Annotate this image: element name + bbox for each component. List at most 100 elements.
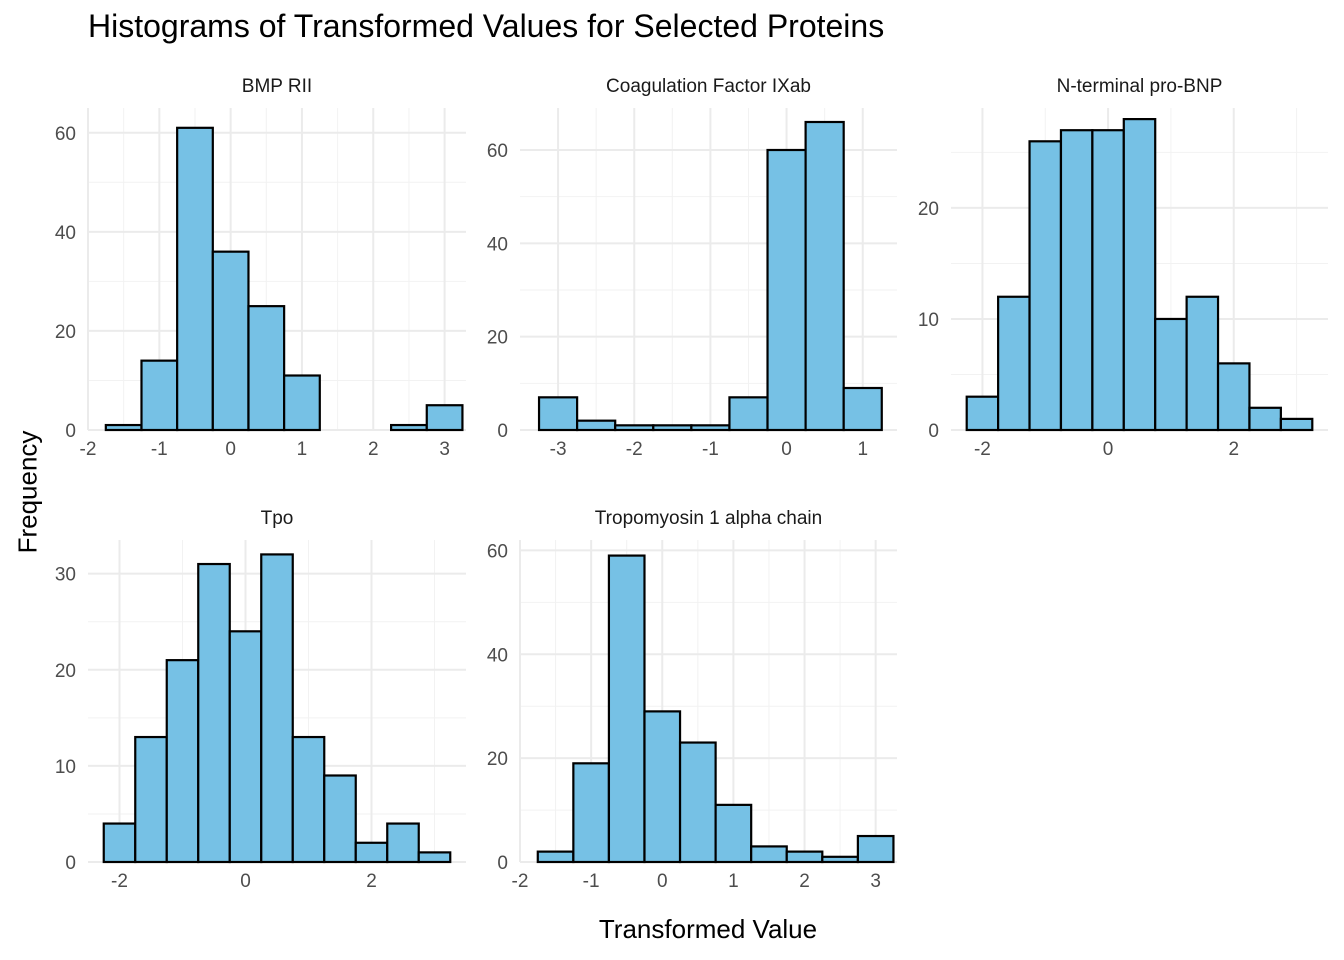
histogram-bar bbox=[572, 762, 611, 864]
histogram-bar bbox=[197, 562, 231, 864]
y-tick-label: 40 bbox=[55, 223, 76, 244]
histogram-bar bbox=[1122, 118, 1157, 432]
histogram-bar bbox=[417, 851, 452, 864]
y-tick-label: 10 bbox=[918, 310, 939, 331]
x-tick-label: -1 bbox=[583, 871, 600, 892]
histogram-bar bbox=[1091, 129, 1125, 432]
facet-title: Tropomyosin 1 alpha chain bbox=[595, 508, 822, 529]
histogram-bar bbox=[1279, 417, 1314, 432]
y-tick-label: 40 bbox=[487, 234, 508, 255]
y-tick-label: 10 bbox=[55, 757, 76, 778]
histogram-bar bbox=[690, 424, 731, 432]
x-tick-label: 3 bbox=[439, 439, 450, 460]
facet-title: Tpo bbox=[261, 508, 294, 529]
facet-panel: BMP RII -2 -1 0 1 2 3 0 20 40 60 bbox=[55, 76, 466, 460]
histogram-bar bbox=[785, 850, 824, 864]
histogram-bar bbox=[386, 822, 420, 864]
y-tick-label: 20 bbox=[487, 749, 508, 770]
y-axis-label: Frequency bbox=[12, 430, 43, 554]
histogram-bar bbox=[1216, 362, 1251, 432]
x-tick-label: -1 bbox=[151, 439, 168, 460]
x-tick-label: -2 bbox=[626, 439, 643, 460]
x-tick-label: 1 bbox=[857, 439, 868, 460]
x-tick-label: 2 bbox=[799, 871, 810, 892]
histogram-bar bbox=[766, 148, 807, 432]
y-tick-label: 0 bbox=[65, 853, 76, 874]
histogram-bar bbox=[102, 822, 137, 864]
histogram-bar bbox=[714, 803, 753, 864]
histogram-bar bbox=[614, 424, 655, 432]
histogram-bar bbox=[678, 741, 717, 864]
x-tick-label: 2 bbox=[368, 439, 379, 460]
y-tick-label: 0 bbox=[928, 421, 939, 442]
y-tick-label: 40 bbox=[487, 645, 508, 666]
y-tick-label: 0 bbox=[65, 421, 76, 442]
histogram-bar bbox=[211, 250, 250, 432]
histogram-bar bbox=[291, 735, 326, 864]
x-axis-label: Transformed Value bbox=[598, 914, 818, 944]
histogram-bar bbox=[1059, 129, 1094, 432]
x-tick-label: 1 bbox=[297, 439, 308, 460]
histogram-bar bbox=[228, 630, 263, 864]
histogram-bar bbox=[260, 553, 294, 864]
histogram-bar bbox=[856, 834, 895, 864]
histogram-bar bbox=[323, 774, 357, 864]
y-tick-label: 30 bbox=[55, 565, 76, 586]
histogram-bar bbox=[425, 404, 464, 432]
histogram-bar bbox=[842, 386, 883, 432]
x-tick-label: 0 bbox=[657, 871, 668, 892]
histogram-bar bbox=[607, 554, 646, 864]
x-tick-label: 0 bbox=[781, 439, 792, 460]
x-tick-label: 3 bbox=[870, 871, 881, 892]
histogram-bar bbox=[804, 120, 845, 432]
histogram-bar bbox=[965, 395, 1000, 432]
y-tick-label: 20 bbox=[55, 661, 76, 682]
y-tick-label: 20 bbox=[55, 322, 76, 343]
x-tick-label: 0 bbox=[1103, 439, 1114, 460]
histogram-bar bbox=[643, 710, 682, 864]
histogram-bar bbox=[1185, 295, 1220, 432]
histogram-bar bbox=[1154, 317, 1188, 432]
histogram-bar bbox=[576, 419, 617, 432]
histogram-bar bbox=[390, 423, 428, 432]
facet-title: Coagulation Factor IXab bbox=[606, 76, 811, 97]
y-tick-label: 0 bbox=[497, 421, 508, 442]
histogram-bar bbox=[104, 423, 143, 432]
x-tick-label: -1 bbox=[702, 439, 719, 460]
x-tick-label: -2 bbox=[512, 871, 529, 892]
histogram-bar bbox=[536, 850, 575, 864]
histogram-bar bbox=[134, 735, 168, 864]
y-tick-label: 60 bbox=[487, 541, 508, 562]
y-tick-label: 20 bbox=[918, 199, 939, 220]
x-tick-label: 2 bbox=[1228, 439, 1239, 460]
x-tick-label: 2 bbox=[366, 871, 377, 892]
histogram-bar bbox=[176, 126, 214, 432]
y-tick-label: 60 bbox=[487, 141, 508, 162]
histogram-bar bbox=[997, 295, 1031, 432]
histogram-bar bbox=[728, 396, 769, 432]
x-tick-label: 1 bbox=[728, 871, 739, 892]
x-tick-label: -2 bbox=[111, 871, 128, 892]
histogram-bar bbox=[537, 396, 579, 432]
histogram-bar bbox=[247, 305, 286, 432]
histogram-bar bbox=[821, 855, 859, 864]
facet-title: N-terminal pro-BNP bbox=[1057, 76, 1223, 97]
x-tick-label: -2 bbox=[80, 439, 97, 460]
y-tick-label: 20 bbox=[487, 328, 508, 349]
x-tick-label: 0 bbox=[225, 439, 236, 460]
histogram-bar bbox=[283, 374, 321, 432]
y-tick-label: 60 bbox=[55, 124, 76, 145]
histogram-bar bbox=[165, 659, 200, 864]
y-tick-label: 0 bbox=[497, 853, 508, 874]
histogram-bar bbox=[652, 424, 693, 432]
x-tick-label: -3 bbox=[550, 439, 567, 460]
histogram-bar bbox=[1028, 140, 1063, 432]
histogram-bar bbox=[140, 359, 179, 432]
histogram-bar bbox=[1248, 406, 1282, 432]
chart-title: Histograms of Transformed Values for Sel… bbox=[88, 8, 885, 44]
facet-panel: Tropomyosin 1 alpha chain -2 -1 0 1 2 3 0 20 40 60 bbox=[487, 508, 897, 892]
